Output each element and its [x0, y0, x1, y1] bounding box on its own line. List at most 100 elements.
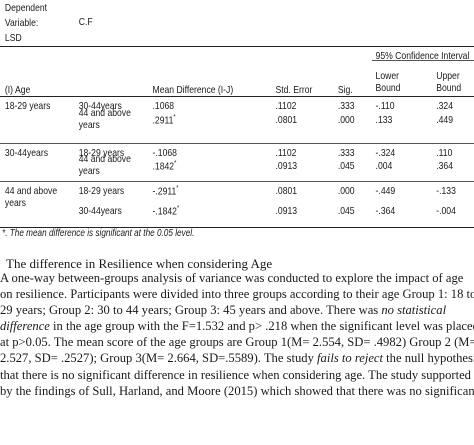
text-span: 2.527, SD= .2527); Group 3(M= 2.664, SD=…: [0, 351, 318, 366]
paragraph-line: 29 years; Group 2: 30 to 44 years; Group…: [0, 302, 474, 318]
std-error-cell: .0913: [275, 160, 298, 172]
age-j-cell: 30-44years: [79, 205, 122, 217]
lower-bound-header-line: Lower: [375, 70, 400, 82]
age-j-cell-line: years: [78, 119, 100, 131]
lower-bound-cell: -.449: [375, 185, 396, 197]
significance-star: *: [176, 205, 180, 212]
mean-difference-cell: .1842*: [152, 160, 177, 173]
text-span: that there is no significant difference …: [0, 367, 471, 382]
upper-bound-header-line: Bound: [436, 82, 462, 94]
significance-star: *: [173, 114, 176, 121]
mean-difference-cell: .1068: [152, 100, 175, 112]
age-i-cell: 18-29 years: [5, 100, 50, 112]
age-i-header: (I) Age: [4, 84, 31, 96]
age-j-cell-line: 18-29 years: [78, 147, 125, 159]
std-error-cell: .1102: [275, 100, 297, 112]
mean-difference-header: Mean Difference (I-J): [152, 84, 234, 96]
age-i-cell-line: 18-29 years: [4, 100, 51, 112]
sig-header: Sig.: [337, 84, 353, 96]
upper-bound-header-line: Upper: [436, 70, 460, 82]
upper-bound-cell: .324: [436, 100, 453, 112]
sig-cell: .333: [337, 100, 355, 112]
group-rule: [0, 143, 474, 144]
lower-bound-cell: .133: [375, 114, 393, 126]
age-j-cell: 44 and above years: [79, 107, 131, 131]
dep-var-label-line: Dependent: [4, 2, 48, 14]
std-error-cell: .1102: [275, 147, 297, 159]
text-span: the null hypothesis: [383, 351, 474, 366]
age-j-cell: 30-44years: [79, 100, 122, 112]
lower-bound-header-line: Bound: [375, 82, 401, 94]
table-rule: [0, 46, 474, 47]
age-j-cell-line: 44 and above: [78, 107, 131, 119]
ci-rule: [372, 60, 474, 61]
age-j-cell-line: 30-44years: [78, 100, 122, 112]
age-j-cell-line: years: [78, 165, 100, 177]
paragraph-line: at p>0.05. The mean score of the age gro…: [0, 334, 474, 350]
confidence-interval-header: 95% Confidence Interval: [375, 50, 470, 62]
text-span: in the age group with the F=1.532 and p>…: [49, 319, 474, 334]
body-paragraph: A one-way between-groups analysis of var…: [0, 270, 474, 399]
paragraph-line: that there is no significant difference …: [0, 367, 474, 383]
lower-bound-cell: -.110: [375, 100, 395, 112]
dependent-variable-label: Dependent Variable: LSD: [5, 2, 47, 44]
age-i-cell: 30-44years: [5, 147, 48, 159]
lower-bound-cell: -.324: [375, 147, 396, 159]
paragraph-line: by the findings of Sull, Harland, and Mo…: [0, 383, 474, 399]
age-j-cell: 18-29 years: [79, 185, 124, 197]
group-rule: [0, 181, 474, 182]
significance-star: *: [174, 160, 177, 167]
age-i-cell: 44 and above years: [5, 185, 57, 209]
dependent-variable-value: C.F: [78, 16, 93, 28]
sig-cell: .000: [337, 114, 355, 126]
age-j-cell: 44 and above years: [79, 153, 131, 177]
mean-difference-cell: -.1068: [152, 147, 177, 159]
paragraph-line: on resilience. Participants were divided…: [0, 286, 474, 302]
header-rule: [0, 96, 474, 97]
age-j-cell-line: 44 and above: [78, 153, 131, 165]
significance-star: *: [176, 185, 179, 192]
emphasized-text: fails to reject: [317, 351, 384, 366]
std-error-cell: .0801: [275, 185, 298, 197]
upper-bound-cell: .110: [436, 147, 453, 159]
age-j-cell-line: 18-29 years: [78, 185, 125, 197]
upper-bound-cell: -.004: [436, 205, 456, 217]
sig-cell: .000: [337, 185, 355, 197]
age-i-cell-line: years: [4, 197, 26, 209]
mean-difference-cell: -.1842*: [152, 205, 180, 218]
lower-bound-header: Lower Bound: [376, 70, 401, 94]
paragraph-line: difference in the age group with the F=1…: [0, 318, 474, 334]
sig-cell: .045: [337, 205, 355, 217]
text-span: A one-way between-groups analysis of var…: [0, 271, 464, 285]
table-bottom-rule: [0, 227, 474, 228]
text-span: 29 years; Group 2: 30 to 44 years; Group…: [0, 303, 382, 318]
age-j-cell-line: 30-44years: [78, 205, 122, 217]
age-j-cell: 18-29 years: [79, 147, 124, 159]
mean-difference-cell: -.2911*: [152, 185, 179, 198]
lower-bound-cell: .004: [375, 160, 393, 172]
dep-var-method: LSD: [4, 32, 22, 44]
mean-difference-cell: .2911*: [152, 114, 176, 127]
upper-bound-header: Upper Bound: [436, 70, 461, 94]
text-span: at p>0.05. The mean score of the age gro…: [0, 335, 474, 350]
emphasized-text: no statistical: [381, 303, 447, 318]
text-span: by the findings of Sull, Harland, and Mo…: [0, 383, 474, 398]
sig-cell: .045: [337, 160, 355, 172]
section-heading: The difference in Resilience when consid…: [6, 256, 273, 271]
age-i-cell-line: 44 and above: [4, 185, 58, 197]
sig-cell: .333: [337, 147, 355, 159]
emphasized-text: difference: [0, 319, 50, 334]
upper-bound-cell: .364: [436, 160, 453, 172]
table-footnote: *. The mean difference is significant at…: [2, 228, 195, 239]
upper-bound-cell: .449: [436, 114, 453, 126]
lower-bound-cell: -.364: [375, 205, 396, 217]
std-error-cell: .0801: [275, 114, 298, 126]
text-span: on resilience. Participants were divided…: [0, 287, 474, 302]
dep-var-label-line: Variable:: [4, 17, 39, 29]
age-i-cell-line: 30-44years: [4, 147, 48, 159]
upper-bound-cell: -.133: [436, 185, 456, 197]
paragraph-line: 2.527, SD= .2527); Group 3(M= 2.664, SD=…: [0, 350, 474, 366]
std-error-cell: .0913: [275, 205, 298, 217]
paragraph-line: A one-way between-groups analysis of var…: [0, 270, 474, 286]
std-error-header: Std. Error: [275, 84, 313, 96]
